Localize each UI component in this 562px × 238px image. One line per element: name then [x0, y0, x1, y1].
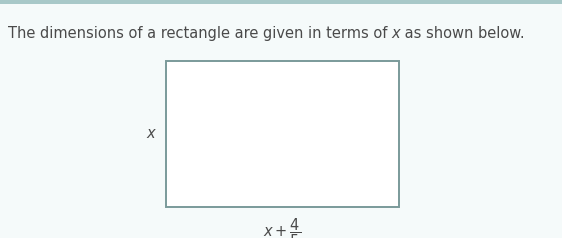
Text: $x + \dfrac{4}{5}$: $x + \dfrac{4}{5}$ — [263, 217, 302, 238]
Text: as shown below.: as shown below. — [401, 26, 525, 41]
Bar — [166, 61, 399, 207]
Bar — [0, 0, 562, 4]
Text: The dimensions of a rectangle are given in terms of: The dimensions of a rectangle are given … — [8, 26, 392, 41]
Text: x: x — [392, 26, 401, 41]
Text: x: x — [146, 126, 155, 141]
